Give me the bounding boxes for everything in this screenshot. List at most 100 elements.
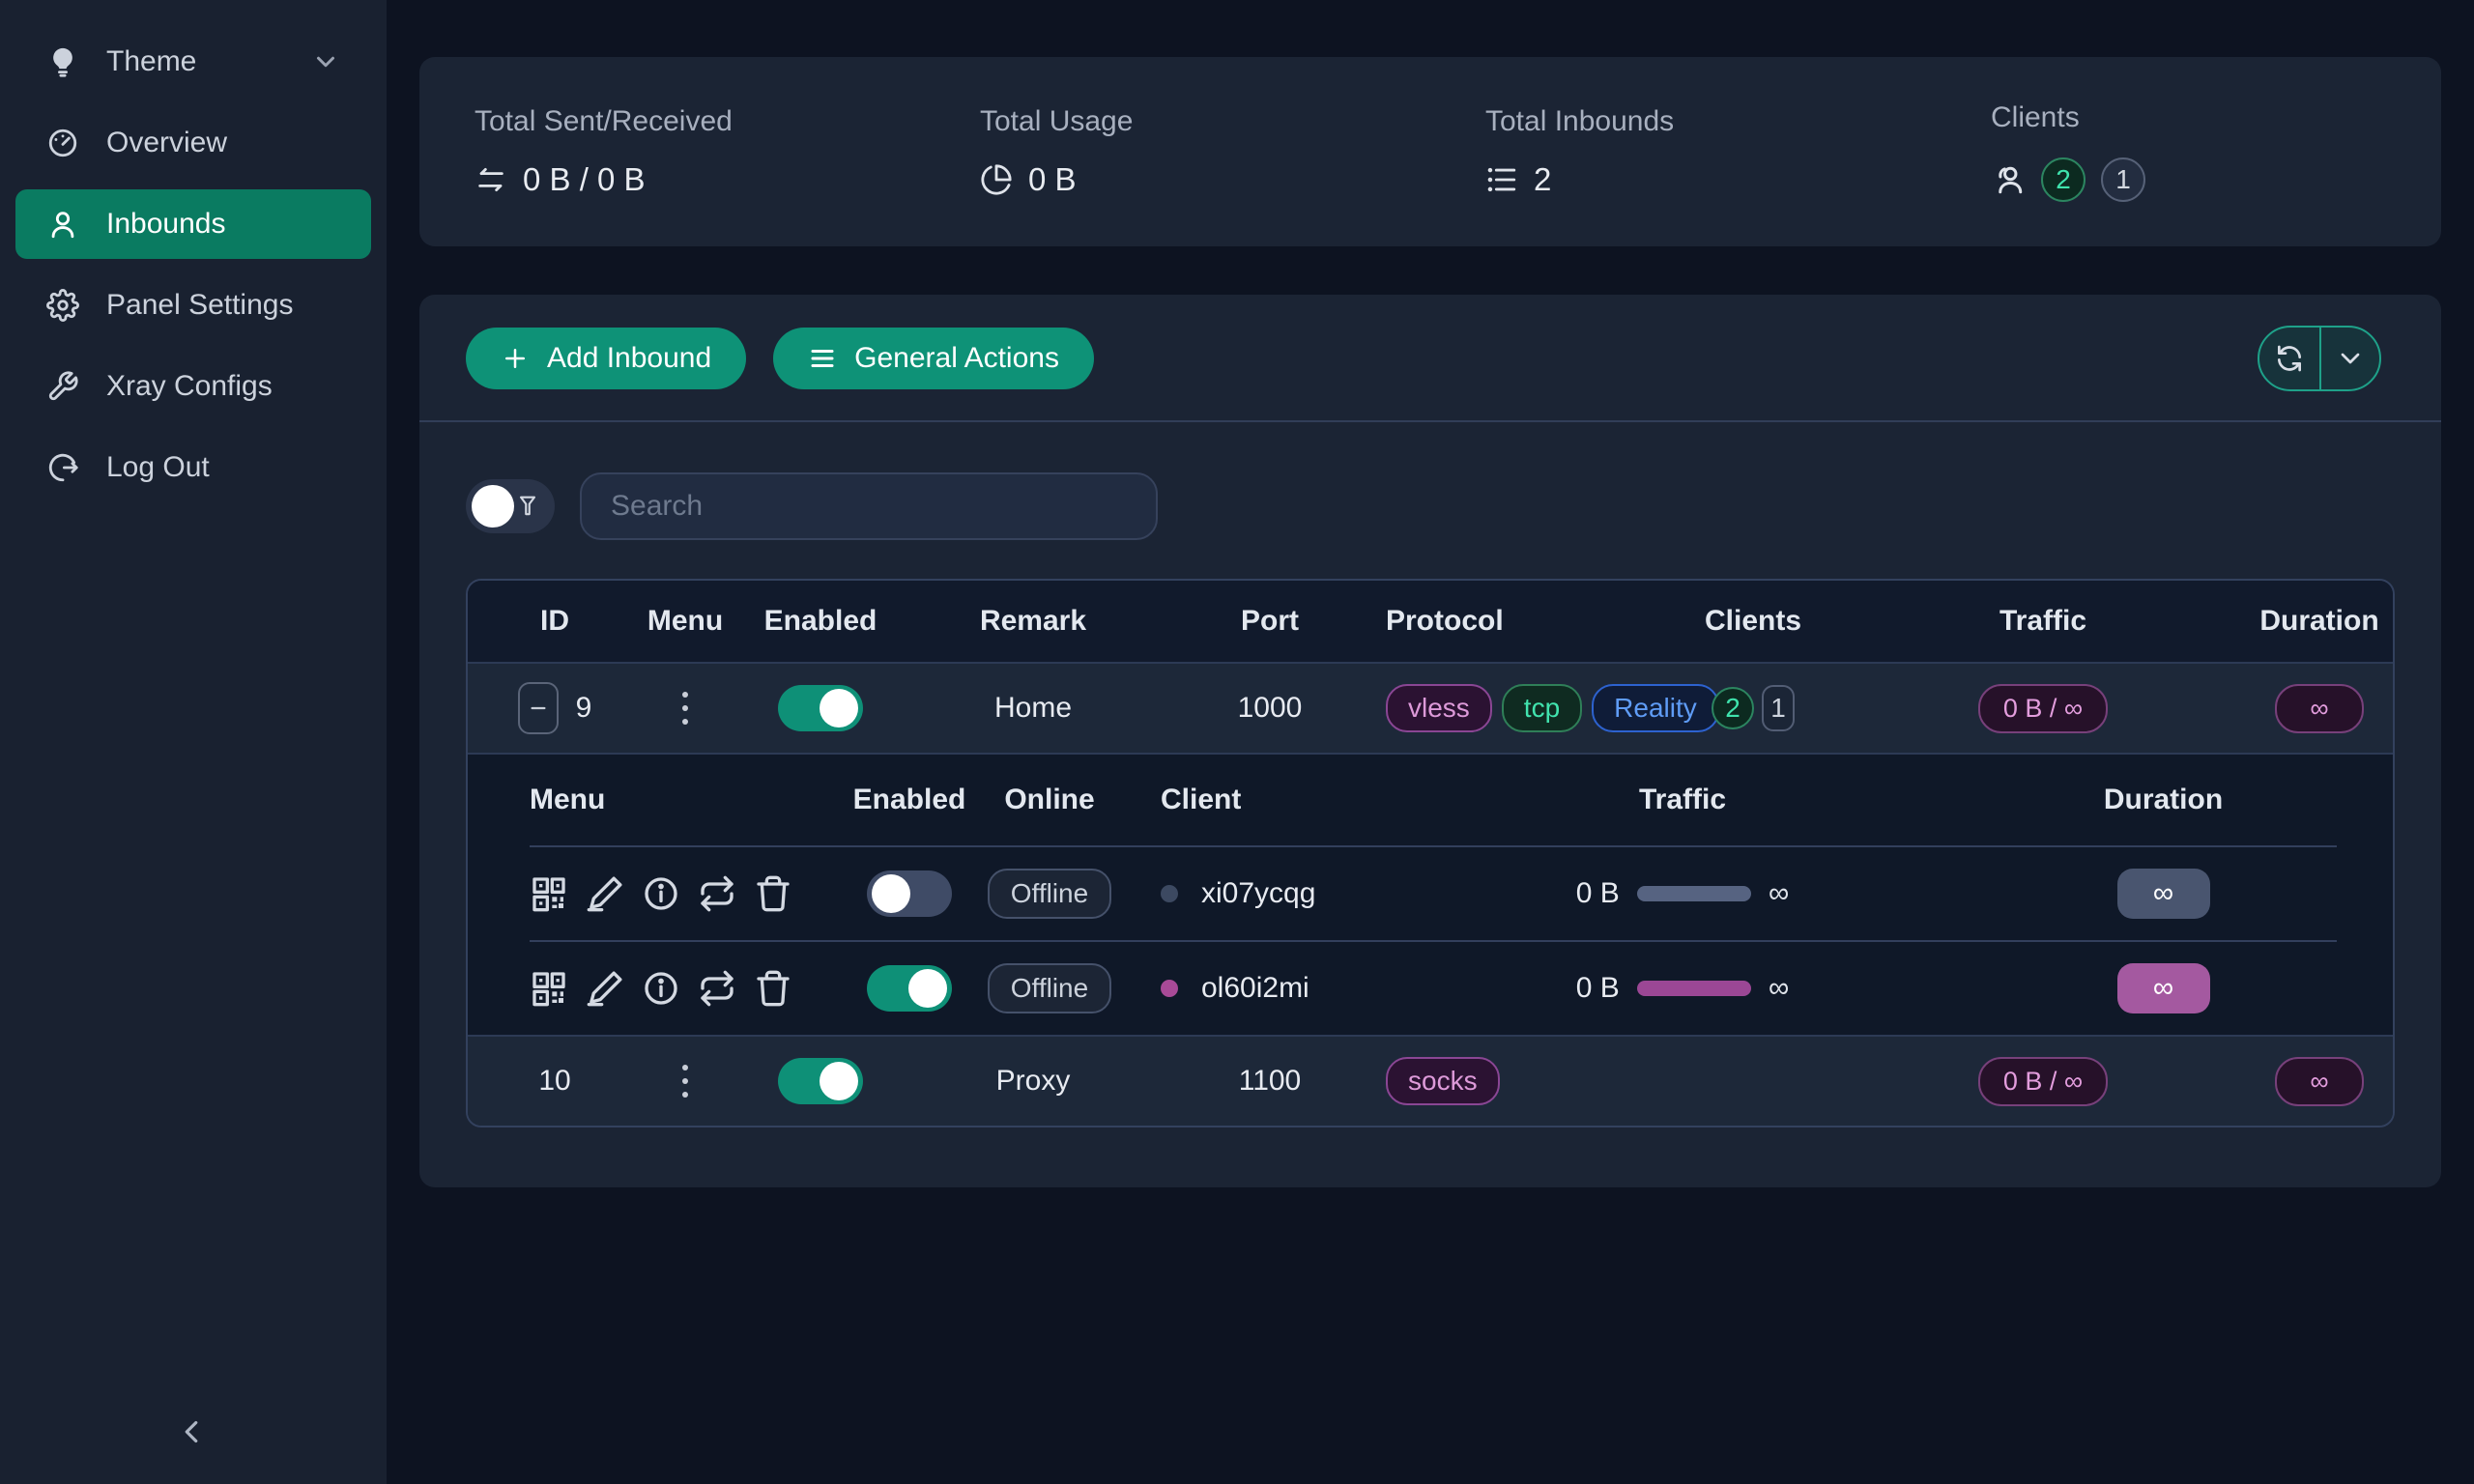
duration-badge: ∞ (2116, 869, 2210, 919)
general-actions-button[interactable]: General Actions (773, 328, 1094, 389)
search-input[interactable] (580, 472, 1158, 540)
transfer-arrows-icon (475, 163, 507, 196)
client-info-button[interactable] (642, 969, 680, 1008)
col-header-duration: Duration (2259, 605, 2379, 637)
list-icon (1485, 163, 1518, 196)
refresh-dropdown-button[interactable] (2319, 328, 2379, 389)
qr-code-button[interactable] (530, 874, 568, 913)
delete-client-button[interactable] (754, 874, 792, 913)
chevron-down-icon (311, 47, 340, 76)
sub-col-header-traffic: Traffic (1638, 784, 1727, 815)
traffic-used: 0 B (1575, 877, 1620, 909)
sidebar-item-logout[interactable]: Log Out (15, 433, 371, 502)
reset-traffic-button[interactable] (698, 874, 736, 913)
plus-icon (501, 344, 530, 373)
traffic-cell: 0 B / ∞ (1840, 1056, 2246, 1106)
client-menu-cell (468, 874, 842, 913)
port-cell: 1000 (1237, 692, 1303, 724)
edit-client-button[interactable] (586, 969, 624, 1008)
inbound-enabled-toggle[interactable] (778, 1058, 863, 1104)
kebab-menu-button[interactable] (675, 1057, 696, 1105)
stat-label: Total Sent/Received (475, 105, 733, 137)
client-online-cell: Offline (977, 869, 1122, 919)
col-header-clients: Clients (1704, 605, 1802, 637)
sub-col-header-menu: Menu (530, 784, 606, 815)
sidebar: Theme Overview Inbounds (0, 0, 387, 1484)
filter-toggle[interactable] (466, 479, 555, 533)
client-name: ol60i2mi (1201, 972, 1309, 1004)
traffic-progress-bar (1636, 886, 1751, 901)
divider (530, 845, 2337, 847)
stat-value: 0 B (1028, 161, 1077, 197)
traffic-cell: 0 B / ∞ (1840, 683, 2246, 733)
main-content: Total Sent/Received 0 B / 0 B Total Usag… (387, 0, 2474, 1484)
client-online-cell: Offline (977, 963, 1122, 1013)
qr-code-button[interactable] (530, 969, 568, 1008)
add-inbound-label: Add Inbound (547, 342, 712, 374)
table-header-row: ID Menu Enabled Remark Port Protocol Cli… (468, 581, 2393, 662)
clients-online-badge: 2 (2041, 157, 2086, 202)
gauge-icon (46, 127, 79, 159)
duration-cell: ∞ (2246, 683, 2393, 733)
port-cell: 1100 (1238, 1065, 1302, 1097)
sub-col-header-enabled: Enabled (852, 784, 966, 815)
client-enabled-toggle[interactable] (867, 870, 952, 917)
inbounds-panel: Add Inbound General Actions (419, 295, 2441, 1187)
collapse-row-button[interactable] (517, 682, 559, 734)
client-enabled-toggle[interactable] (867, 965, 952, 1012)
search-row (419, 422, 2441, 540)
stat-total-usage: Total Usage 0 B (925, 105, 1430, 198)
sub-col-header-duration: Duration (2103, 784, 2224, 815)
clients-online-count-badge: 1 (1762, 685, 1795, 731)
sidebar-item-panel-settings[interactable]: Panel Settings (15, 271, 371, 340)
sidebar-item-inbounds[interactable]: Inbounds (15, 189, 371, 259)
sidebar-collapse-button[interactable] (160, 1401, 222, 1463)
sidebar-item-overview[interactable]: Overview (15, 108, 371, 178)
sidebar-item-xray-configs[interactable]: Xray Configs (15, 352, 371, 421)
sidebar-item-theme[interactable]: Theme (15, 27, 371, 97)
traffic-pill: 0 B / ∞ (1977, 1056, 2109, 1106)
stats-card: Total Sent/Received 0 B / 0 B Total Usag… (419, 57, 2441, 246)
col-header-enabled: Enabled (763, 605, 877, 637)
refresh-button[interactable] (2259, 328, 2319, 389)
col-header-id: ID (540, 605, 569, 637)
client-duration-cell: ∞ (1934, 963, 2393, 1013)
divider (530, 940, 2337, 942)
stat-label: Clients (1991, 101, 2080, 133)
id-cell: 10 (468, 1065, 642, 1098)
wrench-icon (46, 370, 79, 403)
reset-traffic-button[interactable] (698, 969, 736, 1008)
refresh-icon (2274, 343, 2305, 374)
client-info-button[interactable] (642, 874, 680, 913)
edit-client-button[interactable] (586, 874, 624, 913)
client-traffic-cell: 0 B ∞ (1431, 877, 1934, 910)
inbound-id: 10 (538, 1065, 571, 1097)
inbound-row: 10 Proxy 1100 socks 0 B / ∞ (468, 1035, 2393, 1126)
funnel-icon (514, 493, 541, 520)
col-header-menu: Menu (647, 605, 724, 637)
online-status-badge: Offline (987, 963, 1112, 1013)
protocol-cell: vless tcp Reality (1386, 684, 1719, 732)
clients-cell: 2 1 (1666, 685, 1840, 731)
client-name-cell: ol60i2mi (1122, 972, 1431, 1005)
kebab-menu-button[interactable] (675, 684, 696, 732)
inbound-enabled-toggle[interactable] (778, 685, 863, 731)
stat-total-inbounds: Total Inbounds 2 (1430, 105, 1936, 198)
delete-client-button[interactable] (754, 969, 792, 1008)
traffic-limit: ∞ (1768, 972, 1790, 1004)
chevron-down-icon (2335, 343, 2366, 374)
hamburger-icon (808, 344, 837, 373)
remark-cell: Proxy (995, 1065, 1071, 1097)
subtable-header-row: Menu Enabled Online Client Traffic Durat… (468, 755, 2393, 845)
menu-cell (642, 684, 729, 732)
stat-value: 2 (1534, 161, 1552, 197)
sub-col-header-online: Online (1004, 784, 1095, 815)
add-inbound-button[interactable]: Add Inbound (466, 328, 747, 389)
client-color-dot (1161, 980, 1178, 997)
duration-cell: ∞ (2246, 1056, 2393, 1106)
clients-count-badge: 2 (1712, 687, 1754, 729)
client-name: xi07ycqg (1201, 877, 1316, 909)
sub-col-header-client: Client (1161, 784, 1242, 815)
client-name-cell: xi07ycqg (1122, 877, 1431, 910)
